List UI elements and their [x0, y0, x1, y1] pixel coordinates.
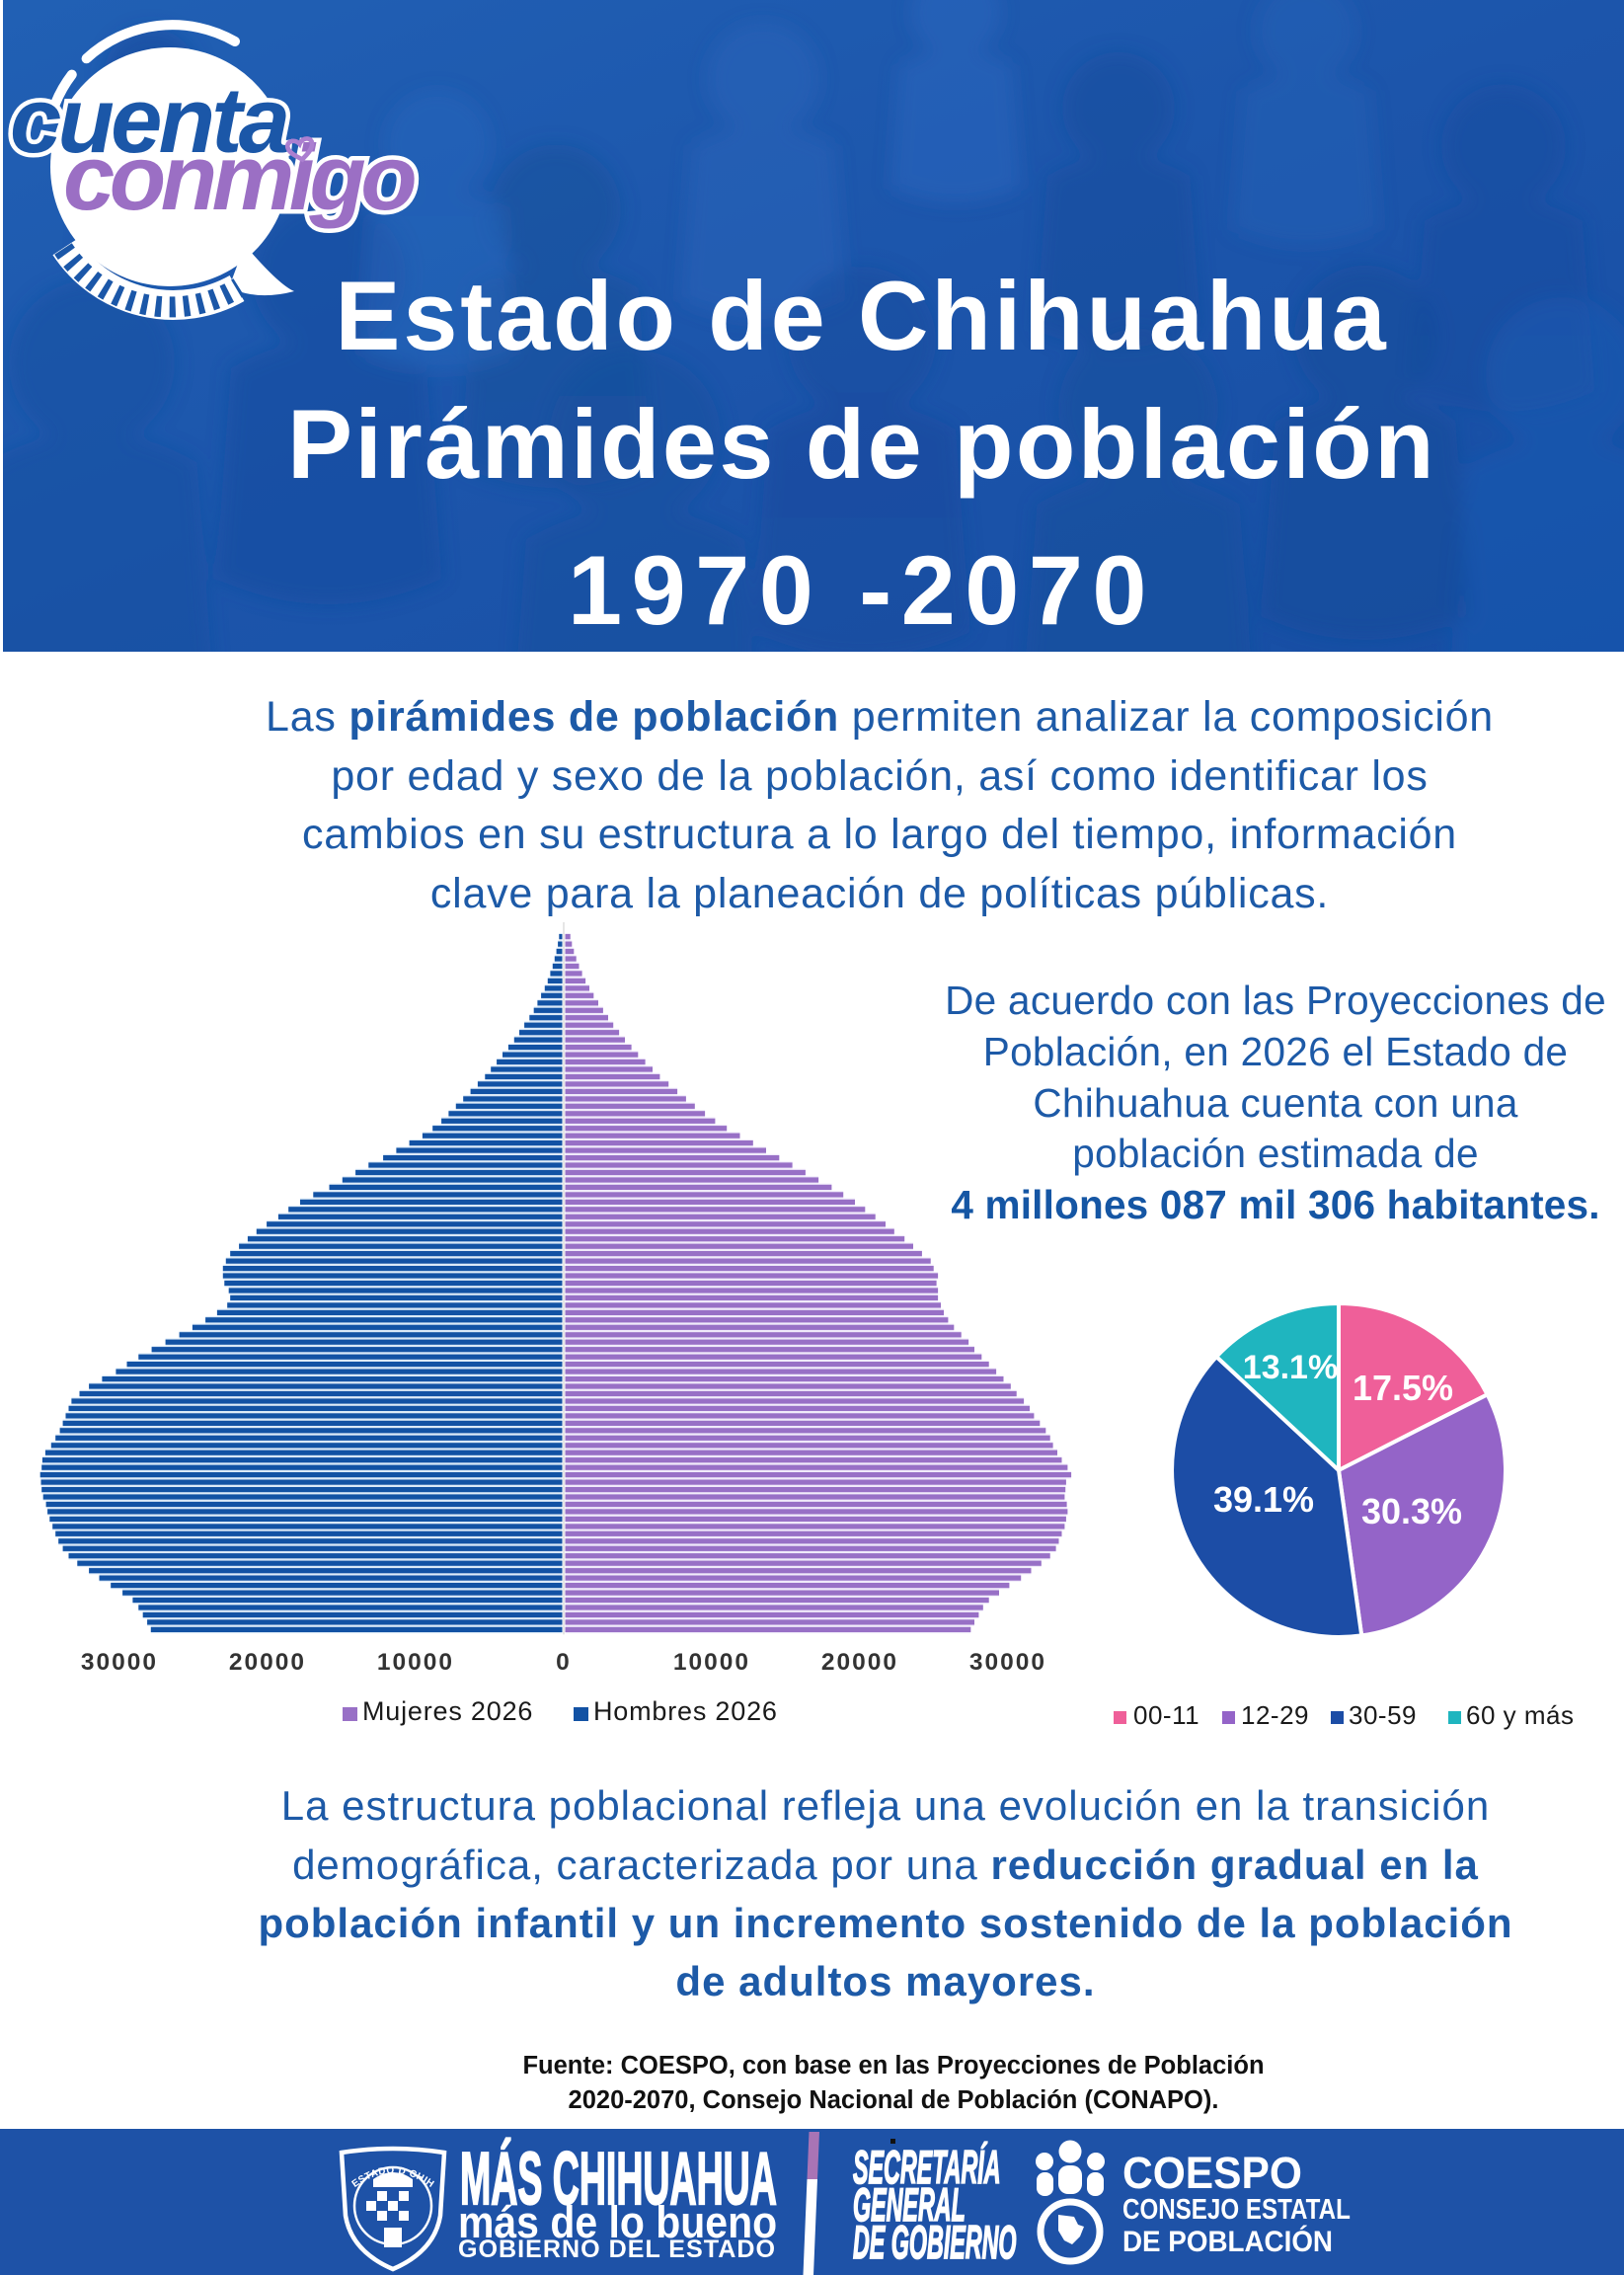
svg-text:17.5%: 17.5% [1353, 1368, 1453, 1408]
svg-text:39.1%: 39.1% [1213, 1479, 1314, 1520]
svg-text:30.3%: 30.3% [1361, 1491, 1462, 1531]
svg-text:conmigo: conmigo [63, 125, 415, 229]
svg-text:cuenta: cuenta [10, 68, 288, 172]
svg-text:13.1%: 13.1% [1243, 1349, 1338, 1386]
